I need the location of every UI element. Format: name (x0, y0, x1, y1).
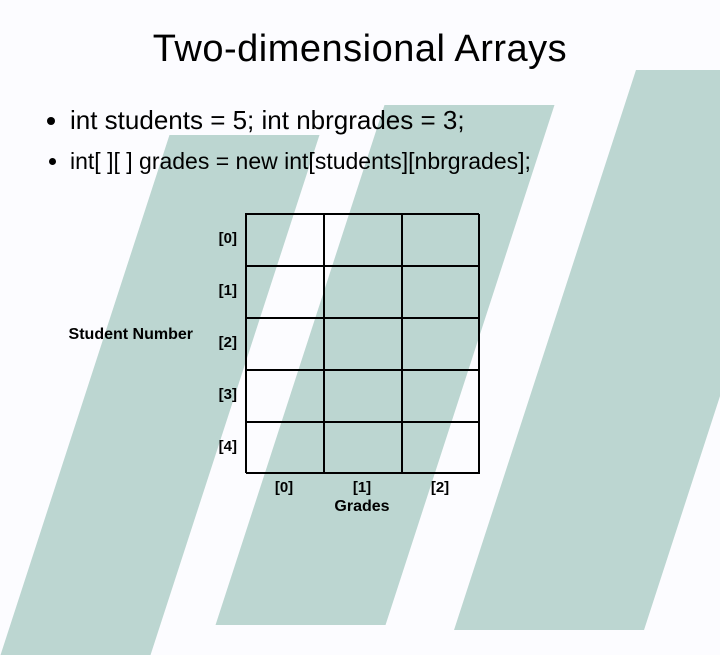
grid-cell (402, 214, 480, 266)
slide-title: Two-dimensional Arrays (0, 0, 720, 71)
bullet-1: int students = 5; int nbrgrades = 3; (70, 105, 720, 136)
array-grid (245, 213, 479, 473)
bullet-2: int[ ][ ] grades = new int[students][nbr… (70, 148, 720, 175)
grid-cell (246, 214, 324, 266)
grid-cell (402, 370, 480, 422)
bullet-1-text: int students = 5; int nbrgrades = 3; (70, 105, 465, 135)
grid-cell (246, 370, 324, 422)
grid-cell (246, 318, 324, 370)
bullet-2-text: int[ ][ ] grades = new int[students][nbr… (70, 148, 531, 174)
bullet-list: int students = 5; int nbrgrades = 3; int… (70, 105, 720, 175)
slide-content: Two-dimensional Arrays int students = 5;… (0, 0, 720, 175)
row-index-label: [3] (197, 369, 245, 421)
row-index-label: [1] (197, 265, 245, 317)
grid-cell (402, 318, 480, 370)
grid-cell (324, 422, 402, 474)
col-index-labels: [0][1][2] (245, 479, 479, 496)
row-index-label: [4] (197, 421, 245, 473)
row-index-label: [0] (197, 213, 245, 265)
grid-cell (402, 422, 480, 474)
grid-cell (324, 318, 402, 370)
col-index-label: [1] (323, 479, 401, 496)
grid-cell (246, 266, 324, 318)
grid-cell (324, 214, 402, 266)
col-index-label: [0] (245, 479, 323, 496)
col-axis-label: Grades (245, 498, 479, 516)
row-index-label: [2] (197, 317, 245, 369)
grid-cell (324, 370, 402, 422)
grid-cell (324, 266, 402, 318)
grid-cell (246, 422, 324, 474)
col-index-label: [2] (401, 479, 479, 496)
grid-cell (402, 266, 480, 318)
row-axis-label: Student Number (25, 326, 193, 344)
array-diagram: [0][1][2][3][4][0][1][2]Grades (197, 213, 479, 516)
